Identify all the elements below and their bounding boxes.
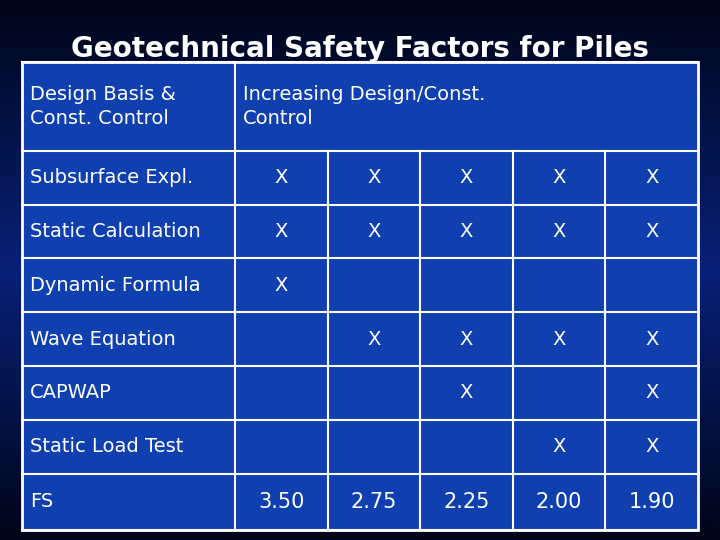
Text: X: X bbox=[274, 276, 288, 295]
Text: Wave Equation: Wave Equation bbox=[30, 329, 176, 348]
Text: X: X bbox=[460, 383, 473, 402]
Text: X: X bbox=[274, 168, 288, 187]
Text: X: X bbox=[552, 168, 566, 187]
Text: X: X bbox=[645, 383, 658, 402]
Text: Geotechnical Safety Factors for Piles: Geotechnical Safety Factors for Piles bbox=[71, 35, 649, 63]
Text: X: X bbox=[645, 437, 658, 456]
Text: CAPWAP: CAPWAP bbox=[30, 383, 112, 402]
Bar bbox=[22, 62, 698, 530]
Text: X: X bbox=[460, 168, 473, 187]
Text: X: X bbox=[274, 222, 288, 241]
Text: 2.00: 2.00 bbox=[536, 492, 582, 512]
Text: Subsurface Expl.: Subsurface Expl. bbox=[30, 168, 193, 187]
Text: X: X bbox=[645, 168, 658, 187]
Text: 2.25: 2.25 bbox=[444, 492, 490, 512]
Text: Static Load Test: Static Load Test bbox=[30, 437, 184, 456]
Text: Design Basis &
Const. Control: Design Basis & Const. Control bbox=[30, 85, 176, 127]
Text: X: X bbox=[367, 329, 381, 348]
Text: X: X bbox=[460, 329, 473, 348]
Text: X: X bbox=[552, 222, 566, 241]
Text: FS: FS bbox=[30, 492, 53, 511]
Text: Increasing Design/Const.
Control: Increasing Design/Const. Control bbox=[243, 85, 485, 127]
Text: 2.75: 2.75 bbox=[351, 492, 397, 512]
Text: Dynamic Formula: Dynamic Formula bbox=[30, 276, 201, 295]
Text: 1.90: 1.90 bbox=[629, 492, 675, 512]
Text: X: X bbox=[552, 437, 566, 456]
Text: 3.50: 3.50 bbox=[258, 492, 305, 512]
Text: X: X bbox=[367, 222, 381, 241]
Text: X: X bbox=[645, 222, 658, 241]
Text: X: X bbox=[552, 329, 566, 348]
Text: Static Calculation: Static Calculation bbox=[30, 222, 201, 241]
Text: X: X bbox=[460, 222, 473, 241]
Text: X: X bbox=[367, 168, 381, 187]
Text: X: X bbox=[645, 329, 658, 348]
